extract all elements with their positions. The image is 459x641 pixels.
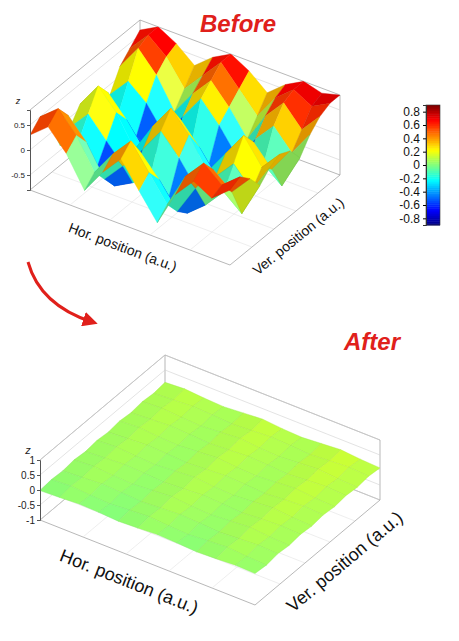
surface-cell	[302, 103, 330, 129]
z-tick: 0.5	[14, 121, 30, 130]
z-tick: 0	[29, 485, 40, 496]
surface-cell	[292, 116, 320, 152]
color-bar-tick: 0.8	[403, 105, 426, 119]
z-tick-label: -1	[26, 515, 35, 526]
floor-grid	[115, 457, 330, 542]
y-axis-title: Ver. position (a.u.)	[249, 194, 346, 278]
color-bar-tick-label: 0.2	[403, 145, 420, 159]
color-bar-axis: 0.80.60.40.20-0.2-0.4-0.6-0.8	[399, 105, 426, 226]
color-bar-tick: 0.4	[403, 132, 426, 146]
color-bar-tick-label: -0.6	[399, 198, 420, 212]
z-tick: -0.5	[18, 500, 40, 511]
grid-line	[40, 370, 380, 475]
frame-edge	[165, 415, 380, 500]
color-bar-tick: -0.4	[399, 185, 426, 199]
z-axis-title: z	[24, 444, 31, 456]
color-bar-tick-mark	[423, 125, 426, 126]
z-tick-label: -0.5	[18, 500, 36, 511]
z-tick-label: 0	[21, 146, 26, 155]
z-tick: -1	[26, 515, 40, 526]
color-bar-tick-label: 0.6	[403, 118, 420, 132]
z-tick-mark	[27, 125, 30, 126]
color-bar-tick-mark	[423, 112, 426, 113]
z-tick-label: -0.5	[11, 171, 25, 180]
grid-line	[40, 385, 380, 490]
color-bar-tick-mark	[423, 152, 426, 153]
transition-arrow	[28, 262, 92, 322]
x-axis-title: Hor. position (a.u.)	[57, 545, 201, 618]
z-tick: 0	[21, 146, 30, 155]
z-tick-mark	[27, 150, 30, 151]
surface-panel: -1 -0.5 0 0.5 1z Hor. position (a.u.) Ver. pos…	[18, 328, 407, 618]
color-bar-tick-label: -0.4	[399, 185, 420, 199]
color-bar-tick-mark	[423, 192, 426, 193]
color-bar-tick-label: 0	[413, 158, 420, 172]
color-bar-tick: -0.2	[399, 172, 426, 186]
z-tick: -0.5	[11, 171, 30, 180]
figure: -0.5 0 0.5 z Hor. position (a.u.) Ver. positi…	[0, 0, 459, 641]
z-tick-mark	[37, 505, 40, 506]
color-bar-tick-label: -0.8	[399, 212, 420, 226]
color-bar-frame	[426, 105, 440, 225]
surface-cell	[157, 176, 185, 222]
color-bar-tick: 0.6	[403, 118, 426, 132]
z-axis-line	[27, 111, 31, 191]
color-bar-tick-label: -0.2	[399, 172, 420, 186]
z-axis-line	[37, 461, 41, 521]
floor-grid	[140, 436, 355, 521]
surface-panel: -0.5 0 0.5 z Hor. position (a.u.) Ver. positi…	[11, 10, 347, 278]
surface-cell	[272, 151, 300, 186]
z-axis: -1 -0.5 0 0.5 1	[18, 455, 41, 526]
z-tick-mark	[37, 520, 40, 521]
color-bar-tick-mark	[423, 218, 426, 219]
z-axis: -0.5 0 0.5	[11, 111, 30, 191]
color-bar-axis-line	[423, 106, 427, 226]
z-tick-mark	[37, 460, 40, 461]
color-bar-tick-mark	[423, 178, 426, 179]
z-tick-label: 0	[29, 485, 35, 496]
color-bar-tick: -0.6	[399, 198, 426, 212]
color-bar-tick-mark	[423, 165, 426, 166]
z-tick-mark	[37, 490, 40, 491]
surface	[30, 27, 340, 223]
z-tick-label: 0.5	[14, 121, 26, 130]
color-bar-tick-mark	[423, 205, 426, 206]
color-bar-tick-label: 0.8	[403, 105, 420, 119]
surface-cell	[139, 173, 167, 223]
z-tick: 1	[29, 455, 40, 466]
chart-title: Before	[200, 10, 276, 37]
grid-line	[40, 355, 380, 460]
surface-cell	[85, 154, 113, 190]
z-tick-label: 0.5	[21, 470, 35, 481]
color-bar: 0.80.60.40.20-0.2-0.4-0.6-0.8	[399, 105, 440, 226]
z-tick: 0.5	[21, 470, 40, 481]
color-bar-tick-mark	[423, 138, 426, 139]
grid-line	[40, 415, 380, 520]
color-bar-tick: 0	[413, 158, 426, 172]
z-tick-label: 1	[29, 455, 35, 466]
y-axis-title: Ver. position (a.u.)	[283, 507, 407, 616]
color-bar-tick-label: 0.4	[403, 132, 420, 146]
surface-cell	[235, 557, 266, 574]
surface	[40, 382, 380, 573]
color-bar-tick: 0.2	[403, 145, 426, 159]
z-axis-title: z	[15, 96, 21, 106]
color-bar-step	[426, 105, 440, 107]
surface-cell	[212, 177, 240, 198]
chart-title: After	[343, 328, 402, 355]
x-axis-title: Hor. position (a.u.)	[66, 219, 179, 274]
color-bar-tick: -0.8	[399, 212, 426, 226]
z-tick-mark	[27, 175, 30, 176]
z-tick-mark	[37, 475, 40, 476]
